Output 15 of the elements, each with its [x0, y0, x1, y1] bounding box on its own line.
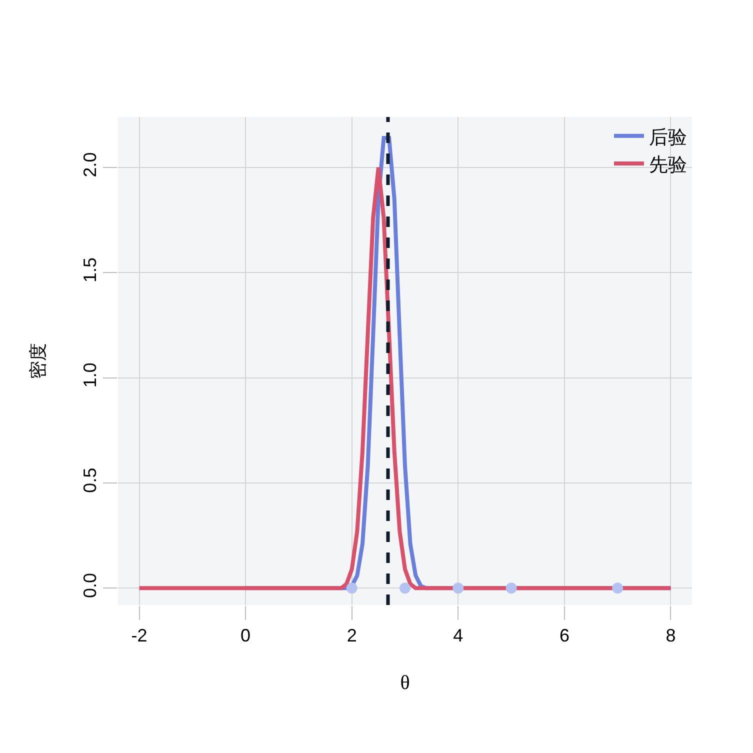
y-tick-label: 0.5 [80, 468, 100, 493]
legend-label: 先验 [649, 154, 687, 176]
x-tick-label: 4 [453, 626, 464, 646]
y-axis-title: 密度 [28, 343, 48, 379]
y-tick-label: 1.0 [80, 362, 100, 388]
y-tick-label: 1.5 [80, 257, 100, 282]
y-tick-label: 0.0 [80, 572, 100, 598]
x-tick-label: 0 [240, 626, 251, 646]
x-axis-title: θ [400, 672, 410, 694]
x-tick-label: 8 [666, 626, 676, 646]
x-tick-label: -2 [131, 626, 148, 646]
legend-label: 后验 [649, 127, 687, 148]
x-tick-label: 6 [559, 626, 570, 646]
y-tick-label: 2.0 [80, 152, 100, 178]
x-tick-label: 2 [346, 626, 357, 646]
